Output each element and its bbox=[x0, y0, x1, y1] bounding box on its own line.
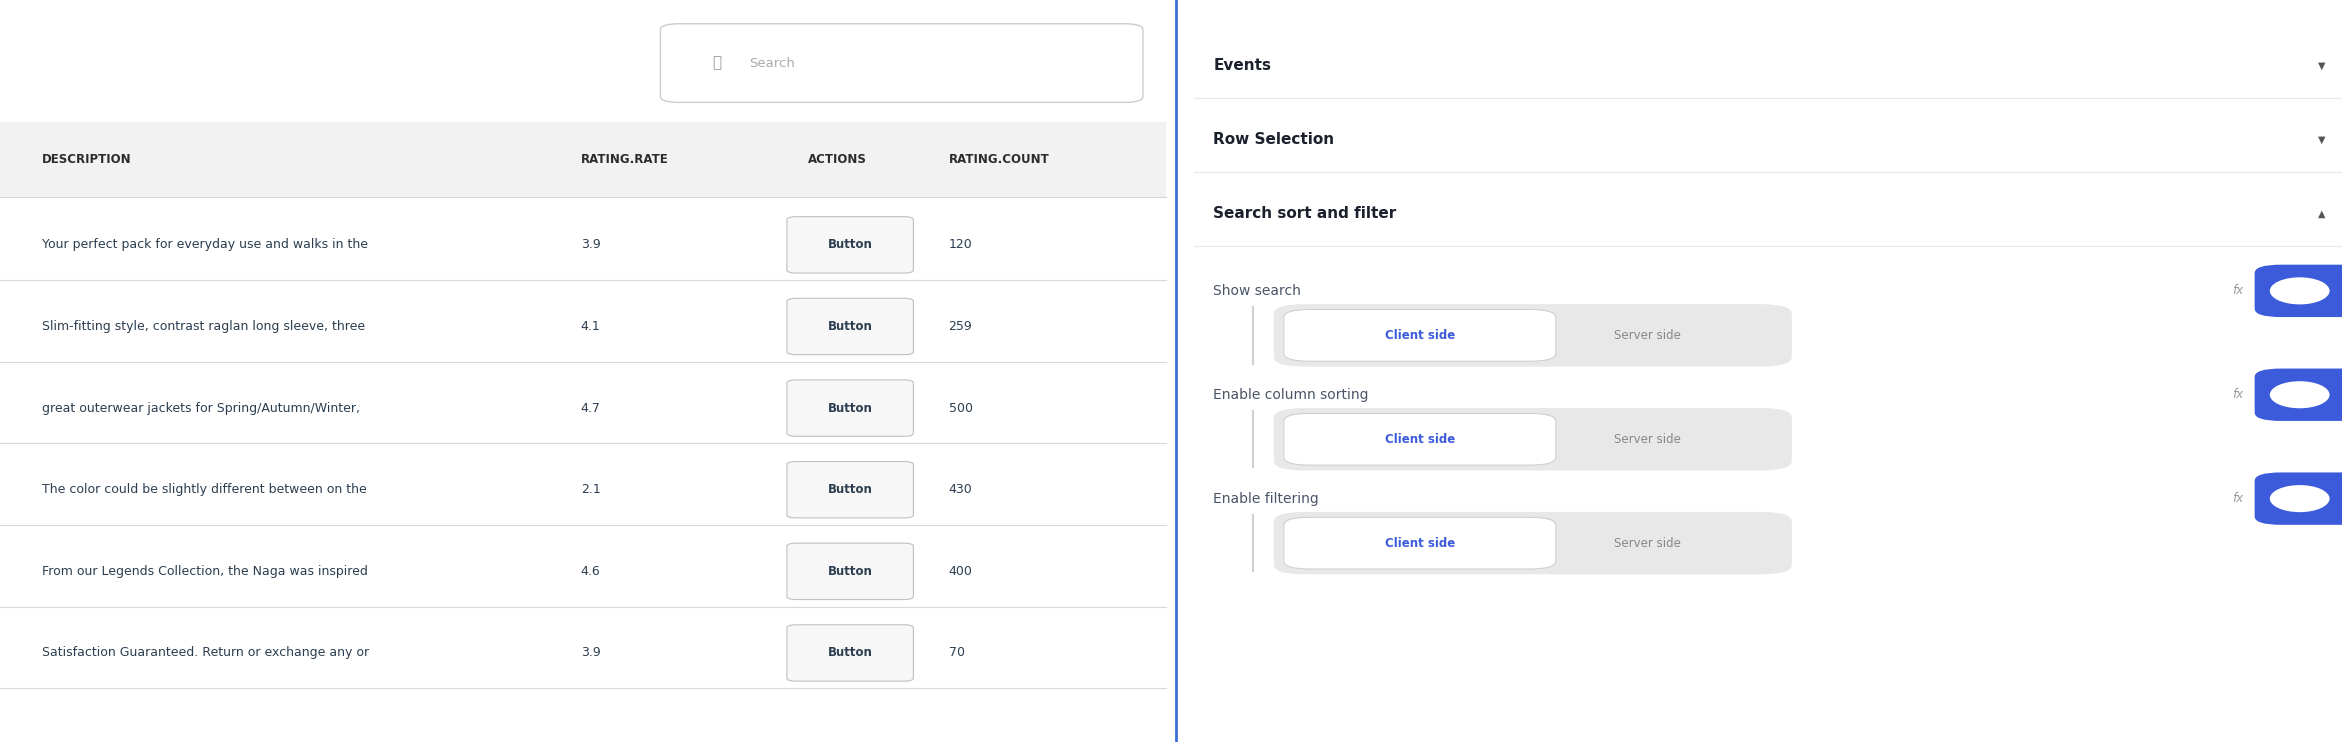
FancyBboxPatch shape bbox=[787, 462, 913, 518]
Text: ▲: ▲ bbox=[2319, 209, 2326, 219]
Text: 3.9: 3.9 bbox=[581, 238, 600, 252]
Text: Button: Button bbox=[827, 320, 874, 333]
Text: 70: 70 bbox=[949, 646, 965, 660]
Text: Button: Button bbox=[827, 483, 874, 496]
Text: 400: 400 bbox=[949, 565, 972, 578]
Text: Client side: Client side bbox=[1384, 329, 1454, 342]
Text: RATING.RATE: RATING.RATE bbox=[581, 153, 667, 166]
FancyBboxPatch shape bbox=[1283, 309, 1555, 361]
Text: Button: Button bbox=[827, 401, 874, 415]
FancyBboxPatch shape bbox=[787, 543, 913, 600]
Text: Server side: Server side bbox=[1614, 433, 1682, 446]
Text: Satisfaction Guaranteed. Return or exchange any or: Satisfaction Guaranteed. Return or excha… bbox=[42, 646, 370, 660]
Text: Enable column sorting: Enable column sorting bbox=[1213, 388, 1368, 401]
Ellipse shape bbox=[2269, 485, 2330, 512]
Text: ▼: ▼ bbox=[2319, 60, 2326, 70]
Text: 2.1: 2.1 bbox=[581, 483, 600, 496]
Text: 4.1: 4.1 bbox=[581, 320, 600, 333]
Text: Search: Search bbox=[749, 56, 796, 70]
Ellipse shape bbox=[2269, 381, 2330, 408]
Text: Button: Button bbox=[827, 646, 874, 660]
Text: fx: fx bbox=[2232, 492, 2244, 505]
Text: RATING.COUNT: RATING.COUNT bbox=[949, 153, 1049, 166]
Text: fx: fx bbox=[2232, 388, 2244, 401]
FancyBboxPatch shape bbox=[787, 380, 913, 436]
Text: Server side: Server side bbox=[1614, 536, 1682, 550]
Text: 4.7: 4.7 bbox=[581, 401, 600, 415]
FancyBboxPatch shape bbox=[2255, 369, 2342, 421]
FancyBboxPatch shape bbox=[1283, 413, 1555, 465]
FancyBboxPatch shape bbox=[2255, 265, 2342, 317]
Text: Show search: Show search bbox=[1213, 284, 1302, 298]
Text: The color could be slightly different between on the: The color could be slightly different be… bbox=[42, 483, 368, 496]
Text: From our Legends Collection, the Naga was inspired: From our Legends Collection, the Naga wa… bbox=[42, 565, 368, 578]
FancyBboxPatch shape bbox=[787, 217, 913, 273]
Text: Client side: Client side bbox=[1384, 433, 1454, 446]
Text: ▼: ▼ bbox=[2319, 134, 2326, 145]
Text: Client side: Client side bbox=[1384, 536, 1454, 550]
FancyBboxPatch shape bbox=[787, 298, 913, 355]
Text: Your perfect pack for everyday use and walks in the: Your perfect pack for everyday use and w… bbox=[42, 238, 368, 252]
FancyBboxPatch shape bbox=[1274, 512, 1792, 574]
Text: 430: 430 bbox=[949, 483, 972, 496]
Text: 3.9: 3.9 bbox=[581, 646, 600, 660]
FancyBboxPatch shape bbox=[660, 24, 1143, 102]
Text: 120: 120 bbox=[949, 238, 972, 252]
Text: Row Selection: Row Selection bbox=[1213, 132, 1335, 147]
Text: DESCRIPTION: DESCRIPTION bbox=[42, 153, 131, 166]
Text: 4.6: 4.6 bbox=[581, 565, 600, 578]
Bar bbox=[0, 122, 1166, 197]
Text: Events: Events bbox=[1213, 58, 1272, 73]
FancyBboxPatch shape bbox=[1283, 517, 1555, 569]
Text: Slim-fitting style, contrast raglan long sleeve, three: Slim-fitting style, contrast raglan long… bbox=[42, 320, 365, 333]
Text: ACTIONS: ACTIONS bbox=[808, 153, 867, 166]
Text: ⌕: ⌕ bbox=[712, 56, 721, 70]
Text: great outerwear jackets for Spring/Autumn/Winter,: great outerwear jackets for Spring/Autum… bbox=[42, 401, 361, 415]
Text: Button: Button bbox=[827, 565, 874, 578]
Text: Button: Button bbox=[827, 238, 874, 252]
FancyBboxPatch shape bbox=[787, 625, 913, 681]
Text: 259: 259 bbox=[949, 320, 972, 333]
Text: Enable filtering: Enable filtering bbox=[1213, 492, 1319, 505]
Text: Server side: Server side bbox=[1614, 329, 1682, 342]
Text: fx: fx bbox=[2232, 284, 2244, 298]
FancyBboxPatch shape bbox=[2255, 473, 2342, 525]
FancyBboxPatch shape bbox=[1274, 304, 1792, 367]
Text: Search sort and filter: Search sort and filter bbox=[1213, 206, 1396, 221]
FancyBboxPatch shape bbox=[1274, 408, 1792, 470]
Text: 500: 500 bbox=[949, 401, 972, 415]
Ellipse shape bbox=[2269, 278, 2330, 304]
